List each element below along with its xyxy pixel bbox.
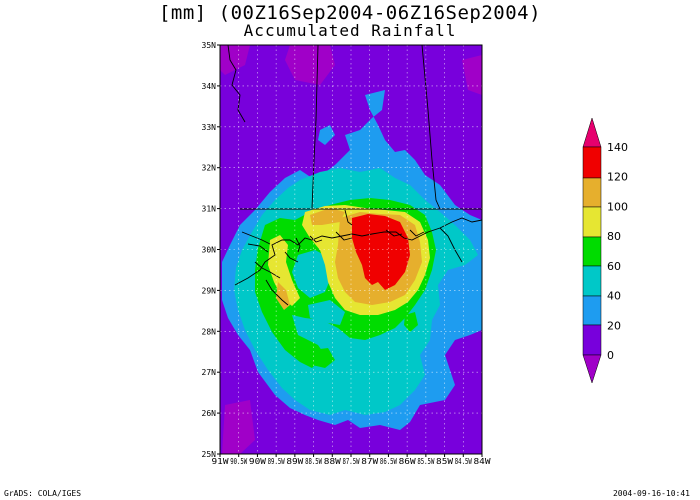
colorbar-label: 20 bbox=[607, 319, 621, 332]
latitude-tick-label: 33N bbox=[202, 123, 217, 132]
longitude-tick-label: 85W bbox=[436, 457, 453, 466]
latitude-tick-label: 27N bbox=[202, 368, 217, 377]
contour-40-60 bbox=[292, 250, 332, 298]
latitude-tick-label: 30N bbox=[202, 246, 217, 255]
colorbar-label: 140 bbox=[607, 141, 628, 154]
magenta-patch bbox=[285, 45, 335, 85]
latitude-tick-label: 26N bbox=[202, 409, 217, 418]
longitude-tick-label: 87.5W bbox=[343, 457, 360, 466]
colorbar-labels: 0 20 40 60 80 100 120 140 bbox=[607, 141, 628, 362]
contour-60-80 bbox=[312, 348, 335, 368]
colorbar-label: 120 bbox=[607, 171, 628, 184]
colorbar-segment-80-100 bbox=[582, 206, 602, 238]
longitude-tick-label: 87W bbox=[361, 457, 378, 466]
longitude-tick-label: 90W bbox=[249, 457, 266, 466]
colorbar-label: 80 bbox=[607, 230, 621, 243]
latitude-tick-labels: 25N 26N 27N 28N 29N 30N 31N 32N 33N 34N 35N bbox=[202, 41, 220, 459]
contour-40-60 bbox=[308, 300, 345, 325]
latitude-tick-label: 31N bbox=[202, 205, 217, 214]
colorbar-segment-40-60 bbox=[582, 265, 602, 297]
colorbar-label: 0 bbox=[607, 349, 614, 362]
longitude-tick-label: 84W bbox=[474, 457, 491, 466]
plot-area bbox=[219, 44, 483, 455]
colorbar-segment-20-40 bbox=[582, 295, 602, 326]
footer-credit: GrADS: COLA/IGES bbox=[4, 489, 82, 498]
contour-20-40 bbox=[318, 125, 335, 145]
contour-60-80 bbox=[404, 312, 418, 332]
longitude-tick-label: 88.5W bbox=[305, 457, 322, 466]
map-title: [mm] (00Z16Sep2004-06Z16Sep2004) bbox=[158, 2, 542, 24]
footer-timestamp: 2004-09-16-10:41 bbox=[612, 489, 690, 498]
colorbar: 0 20 40 60 80 100 120 140 bbox=[582, 117, 628, 384]
longitude-tick-label: 89W bbox=[286, 457, 303, 466]
coastline-borders bbox=[227, 45, 482, 306]
longitude-tick-label: 86.5W bbox=[380, 457, 397, 466]
latitude-tick-label: 28N bbox=[202, 327, 217, 336]
longitude-tick-label: 90.5W bbox=[230, 457, 247, 466]
grid-lines bbox=[220, 45, 482, 454]
colorbar-label: 40 bbox=[607, 290, 621, 303]
magenta-patch bbox=[220, 45, 250, 75]
colorbar-segment-100-120 bbox=[582, 177, 602, 208]
latitude-tick-label: 29N bbox=[202, 286, 217, 295]
colorbar-label: 100 bbox=[607, 200, 628, 213]
longitude-tick-label: 85.5W bbox=[417, 457, 434, 466]
magenta-patch bbox=[462, 55, 482, 95]
latitude-tick-label: 25N bbox=[202, 450, 217, 459]
longitude-tick-labels: 91W 90.5W 90W 89.5W 89W 88.5W 88W 87.5W 87W 86.5W… bbox=[212, 454, 491, 466]
latitude-tick-label: 34N bbox=[202, 82, 217, 91]
colorbar-label: 60 bbox=[607, 260, 621, 273]
longitude-tick-label: 86W bbox=[399, 457, 416, 466]
magenta-patch bbox=[222, 400, 255, 454]
colorbar-segment-60-80 bbox=[582, 236, 602, 267]
longitude-tick-label: 84.5W bbox=[455, 457, 472, 466]
latitude-tick-label: 35N bbox=[202, 41, 217, 50]
colorbar-segment-0-20 bbox=[582, 324, 602, 356]
rainfall-contours bbox=[220, 45, 482, 454]
contour-100-120 bbox=[276, 282, 290, 310]
longitude-tick-label: 88W bbox=[324, 457, 341, 466]
latitude-tick-label: 32N bbox=[202, 164, 217, 173]
map-subtitle: Accumulated Rainfall bbox=[243, 21, 457, 40]
colorbar-below-triangle bbox=[582, 354, 602, 384]
colorbar-above-triangle bbox=[582, 117, 602, 148]
colorbar-segment-120-140 bbox=[582, 146, 602, 179]
longitude-tick-label: 91W bbox=[212, 457, 229, 466]
contour-100-120 bbox=[310, 208, 345, 225]
longitude-tick-label: 89.5W bbox=[268, 457, 285, 466]
contour-120-140 bbox=[352, 214, 410, 290]
